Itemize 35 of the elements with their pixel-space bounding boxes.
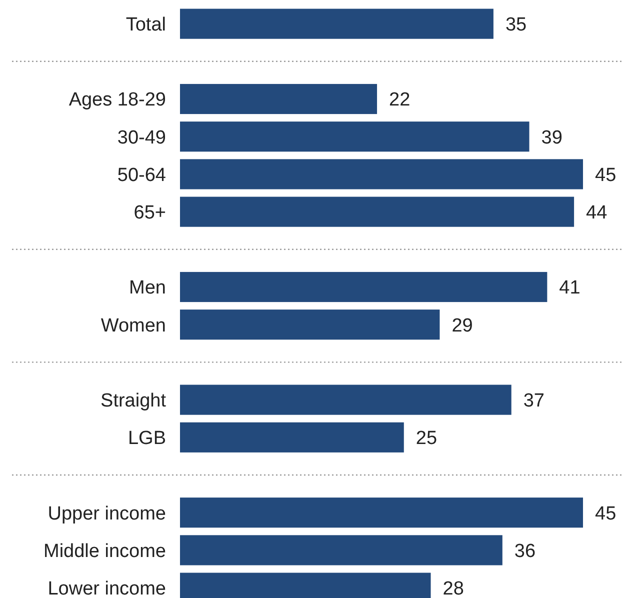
y-tick-label: 30-49: [117, 127, 166, 148]
bar: [180, 272, 548, 302]
data-label: 37: [523, 390, 544, 412]
bar: [180, 422, 404, 452]
data-label: 28: [442, 578, 464, 598]
data-label: 45: [595, 164, 616, 186]
y-tick-label: Ages 18-29: [68, 90, 166, 111]
y-tick-label: Total: [126, 14, 166, 36]
y-tick-label: Upper income: [48, 503, 166, 524]
bar: [180, 310, 440, 340]
y-tick-label: LGB: [128, 428, 166, 450]
data-label: 36: [514, 540, 536, 562]
data-label: 35: [505, 14, 527, 36]
data-label: 39: [541, 127, 562, 148]
bar: [180, 384, 512, 415]
bar: [180, 535, 502, 566]
y-tick-label: Straight: [100, 390, 167, 412]
bar: [180, 196, 574, 227]
bar: [180, 84, 378, 114]
y-tick-label: 50-64: [117, 164, 166, 186]
data-label: 45: [595, 503, 616, 524]
data-label: 22: [389, 90, 410, 111]
data-label: 41: [559, 278, 580, 299]
bar: [180, 122, 530, 152]
data-label: 29: [452, 315, 473, 336]
y-tick-label: Men: [129, 278, 166, 299]
y-tick-label: Women: [100, 315, 166, 336]
bar: [180, 498, 583, 528]
y-tick-label: 65+: [134, 202, 166, 224]
y-tick-label: Lower income: [48, 578, 166, 598]
data-label: 25: [416, 428, 438, 450]
data-label: 44: [586, 202, 608, 224]
y-tick-label: Middle income: [44, 540, 166, 562]
bar: [180, 159, 583, 190]
bar: [180, 8, 494, 39]
